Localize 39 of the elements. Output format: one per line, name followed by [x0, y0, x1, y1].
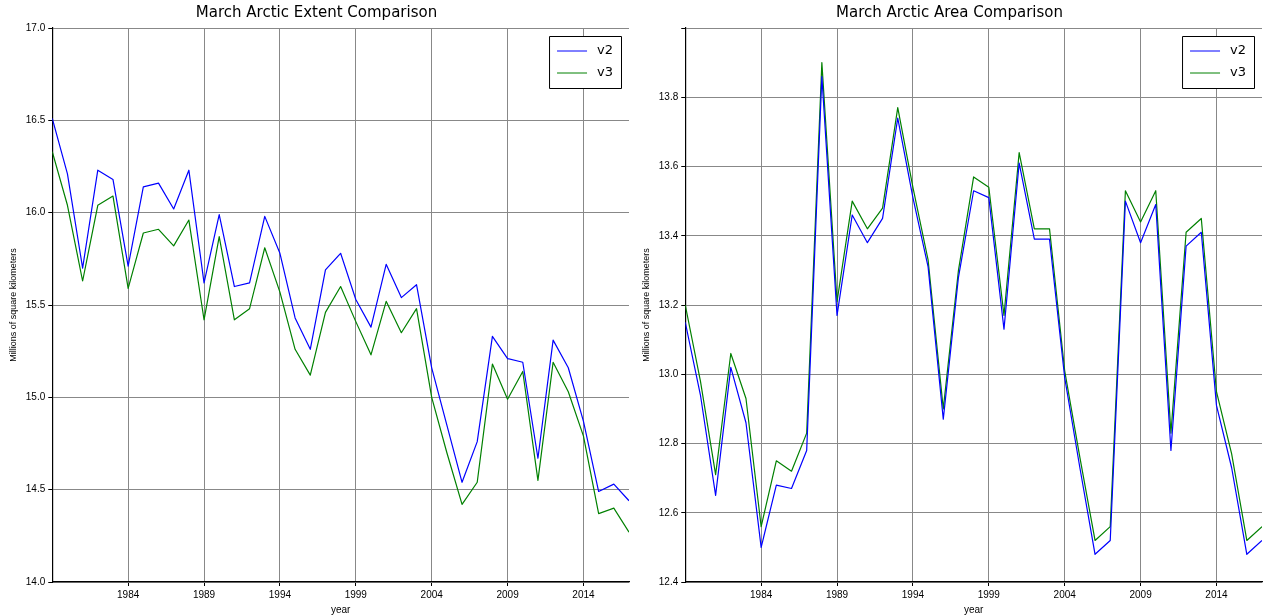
- x-tick-label: 2014: [572, 588, 596, 600]
- y-tick-label: 15.5: [25, 298, 46, 310]
- x-tick-label: 2009: [1129, 588, 1153, 600]
- legend-label: v2: [597, 42, 613, 58]
- y-tick-label: 12.8: [658, 437, 679, 449]
- x-tick-label: 1994: [268, 588, 292, 600]
- x-tick-label: 2004: [420, 588, 444, 600]
- x-tick-label: 1984: [117, 588, 140, 600]
- y-tick-label: 12.4: [658, 575, 679, 587]
- y-tick-label: 13.2: [658, 298, 679, 310]
- y-axis-title: Millions of square kilometers: [640, 247, 651, 362]
- x-tick-label: 2004: [1053, 588, 1077, 600]
- x-tick-label: 2014: [1205, 588, 1229, 600]
- x-tick-label: 1989: [825, 588, 849, 600]
- y-axis-title: Millions of square kilometers: [7, 247, 18, 362]
- x-tick-label: 1999: [344, 588, 368, 600]
- y-tick-label: 14.0: [25, 575, 46, 587]
- x-tick-label: 2009: [496, 588, 520, 600]
- y-tick-label: 12.6: [658, 506, 679, 518]
- y-tick-label: 13.4: [658, 229, 679, 241]
- x-tick-label: 1989: [192, 588, 216, 600]
- y-tick-label: 13.8: [658, 91, 679, 102]
- y-tick-label: 16.5: [25, 114, 46, 126]
- legend-label: v2: [1230, 42, 1246, 58]
- x-axis-title: year: [963, 603, 985, 615]
- y-tick-label: 15.0: [25, 391, 46, 403]
- y-tick-label: 13.0: [658, 368, 679, 379]
- legend-label: v3: [597, 64, 613, 80]
- chart-title: March Arctic Extent Comparison: [195, 2, 438, 21]
- y-tick-label: 14.5: [25, 483, 46, 495]
- x-tick-label: 1994: [901, 588, 925, 600]
- y-tick-label: 16.0: [25, 206, 46, 218]
- x-tick-label: 1999: [977, 588, 1001, 600]
- x-axis-title: year: [330, 603, 352, 615]
- y-tick-label: 17.0: [25, 21, 46, 33]
- y-tick-label: 13.6: [658, 160, 679, 172]
- chart-title: March Arctic Area Comparison: [836, 2, 1063, 21]
- legend-label: v3: [1230, 64, 1246, 80]
- x-tick-label: 1984: [750, 588, 773, 600]
